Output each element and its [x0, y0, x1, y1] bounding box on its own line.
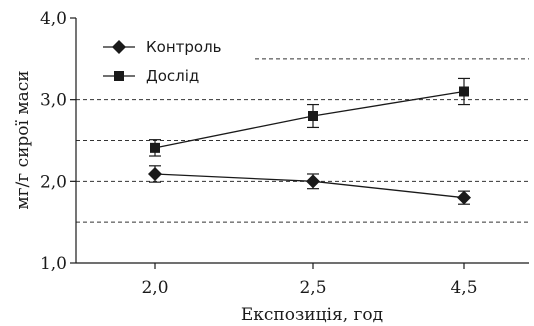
data-point: [306, 174, 320, 189]
legend-marker: [114, 71, 124, 81]
data-point: [150, 142, 160, 153]
y-tick-label: 3,0: [40, 91, 67, 111]
data-point: [457, 190, 471, 205]
x-tick-label: 4,5: [450, 278, 477, 298]
legend-label: Контроль: [146, 38, 222, 56]
axes: [70, 17, 529, 269]
legend-marker: [112, 40, 126, 54]
y-axis-title: мг/г сирої маси: [13, 70, 33, 209]
x-axis-title: Експозиція, год: [241, 305, 383, 325]
legend: Контроль Дослід: [103, 38, 222, 85]
x-tick-label: 2,0: [141, 278, 168, 298]
data-point: [459, 86, 469, 97]
y-tick-label: 4,0: [40, 9, 67, 29]
data-point: [308, 111, 318, 121]
legend-entry: Дослід: [103, 67, 199, 85]
series-diamond: [148, 165, 471, 205]
x-tick-label: 2,5: [299, 278, 326, 298]
series: [148, 77, 471, 205]
data-point: [148, 166, 162, 181]
series-line: [154, 173, 465, 199]
tick-labels: 1,0 2,0 3,0 4,0 2,0 2,5 4,5: [40, 9, 478, 298]
legend-entry: Контроль: [103, 38, 222, 56]
y-tick-label: 1,0: [40, 254, 67, 274]
legend-label: Дослід: [146, 67, 199, 85]
series-square: [149, 77, 470, 157]
y-tick-label: 2,0: [40, 172, 67, 192]
